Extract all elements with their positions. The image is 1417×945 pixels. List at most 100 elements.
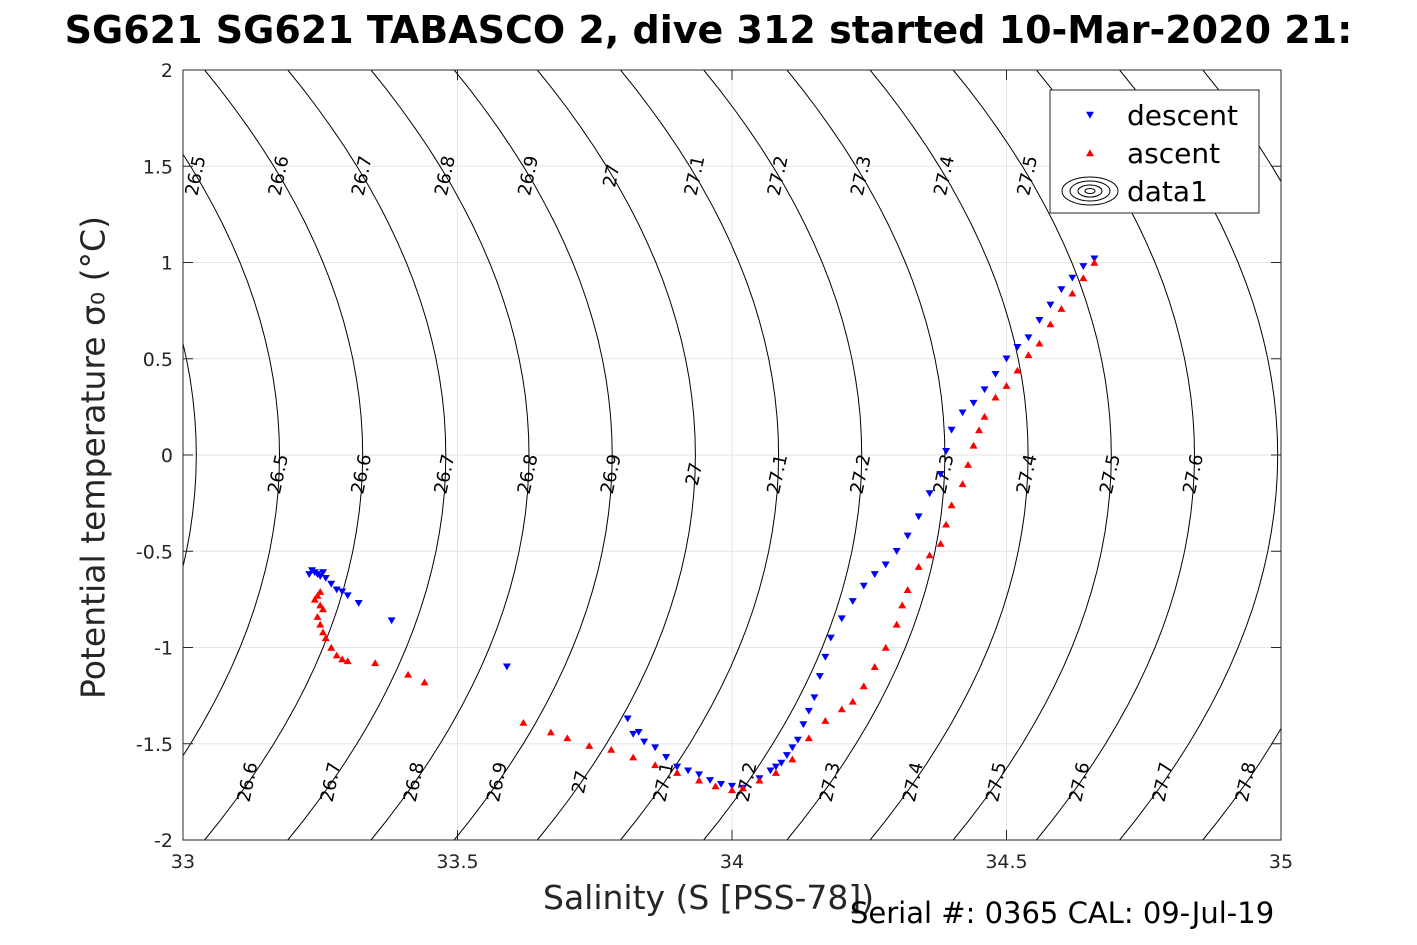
contour-line — [1286, 70, 1417, 840]
x-tick-label: 34.5 — [985, 851, 1027, 873]
contour-label: 27.5 — [1096, 452, 1125, 496]
contour-label: 27.8 — [1232, 760, 1261, 804]
contour-line — [786, 70, 946, 840]
descent-point — [936, 471, 945, 478]
ascent-point — [1013, 366, 1022, 374]
legend-label: descent — [1127, 99, 1238, 132]
contour-label: 27 — [599, 162, 624, 189]
ascent-point — [519, 718, 528, 726]
ascent-point — [420, 678, 429, 686]
descent-point — [318, 569, 327, 577]
ascent-point — [313, 613, 322, 620]
descent-point — [623, 715, 632, 723]
contour-legend-icon — [1069, 180, 1111, 202]
descent-point — [662, 754, 671, 761]
descent-point — [826, 634, 835, 642]
x-tick-label: 33.5 — [436, 851, 478, 873]
ascent-point — [771, 769, 780, 776]
descent-point — [848, 598, 857, 605]
y-tick-label: -1.5 — [136, 734, 173, 756]
descent-point — [728, 782, 736, 790]
ascent-point — [991, 393, 1000, 401]
descent-point — [316, 573, 325, 580]
descent-point — [1090, 255, 1099, 263]
ascent-point — [318, 605, 327, 613]
descent-point — [980, 386, 989, 394]
ascent-point — [837, 705, 846, 713]
ascent-point — [607, 745, 616, 753]
ascent-point — [980, 412, 989, 420]
contour-label: 27.2 — [846, 452, 875, 496]
contour-line — [183, 341, 197, 569]
contour-label: 26.7 — [431, 452, 460, 496]
contour-label: 27.1 — [763, 452, 792, 496]
ascent-point — [788, 755, 797, 763]
descent-point — [327, 580, 336, 588]
axis-ticks: 33 33.5 34 34.5 35 -2 -1.5 -1 -0.5 0 0.5 1 1.5 2 — [136, 60, 1293, 873]
ascent-point — [711, 782, 720, 790]
ascent-point — [821, 717, 830, 724]
descent-point — [1013, 344, 1022, 351]
descent-point — [343, 592, 352, 600]
contour-label: 26.6 — [347, 452, 376, 496]
ascent-point — [629, 753, 638, 761]
contour-label: 26.6 — [265, 154, 294, 198]
ascent-point — [914, 563, 923, 570]
descent-point — [958, 409, 967, 417]
legend: descent ascent data1 — [1049, 89, 1260, 214]
ascent-point — [1024, 351, 1033, 359]
descent-point — [695, 771, 704, 779]
ascent-point — [343, 657, 352, 665]
legend-label: ascent — [1127, 137, 1220, 170]
y-tick-label: -0.5 — [136, 541, 173, 563]
ascent-point — [332, 651, 341, 659]
contour-label: 27.1 — [681, 154, 710, 198]
contour-label: 27.5 — [1013, 154, 1042, 198]
ascent-point — [903, 586, 912, 593]
contour-line — [536, 70, 696, 840]
descent-point — [1046, 301, 1055, 309]
legend-box — [1049, 89, 1260, 214]
y-tick-label: 0.5 — [143, 349, 173, 371]
y-tick-label: 2 — [161, 60, 173, 82]
contour-label: 27.4 — [1013, 452, 1042, 496]
descent-point — [771, 763, 780, 771]
descent-point — [815, 673, 824, 680]
y-tick-label: -1 — [154, 638, 173, 660]
ascent-point — [755, 776, 764, 784]
contour-label: 27.4 — [899, 760, 928, 804]
descent-point — [640, 738, 649, 746]
contour-label: 26.8 — [400, 760, 429, 804]
contour-label: 27.7 — [1149, 760, 1178, 804]
descent-point — [837, 615, 846, 623]
ascent-point — [585, 742, 594, 749]
ascent-legend-marker — [1086, 149, 1094, 157]
descent-point — [793, 736, 802, 744]
ascent-point — [728, 786, 736, 794]
descent-point — [1035, 317, 1044, 324]
ascent-point — [892, 620, 901, 628]
x-tick-label: 35 — [1269, 851, 1293, 873]
serial-calibration-text: Serial #: 0365 CAL: 09-Jul-19 — [850, 896, 1275, 930]
ascent-point — [316, 588, 325, 595]
ascent-point — [1046, 320, 1055, 328]
y-tick-label: 0 — [161, 445, 173, 467]
contour-label: 27.3 — [816, 760, 845, 804]
contour-line — [453, 70, 613, 840]
ascent-point — [958, 480, 967, 488]
legend-label: data1 — [1127, 175, 1208, 208]
descent-point — [651, 744, 660, 752]
descent-point — [706, 777, 715, 784]
ascent-point — [1079, 274, 1088, 282]
descent-point — [502, 663, 511, 671]
y-tick-label: 1.5 — [143, 156, 173, 178]
contour-label: 27.2 — [764, 154, 793, 198]
chart-title: SG621 SG621 TABASCO 2, dive 312 started … — [64, 8, 1353, 52]
contour-label: 27.6 — [1065, 760, 1094, 804]
descent-point — [1002, 355, 1011, 363]
ascent-point — [870, 663, 879, 670]
ascent-point — [316, 620, 325, 628]
descent-point — [629, 730, 638, 738]
descent-point — [684, 767, 693, 775]
